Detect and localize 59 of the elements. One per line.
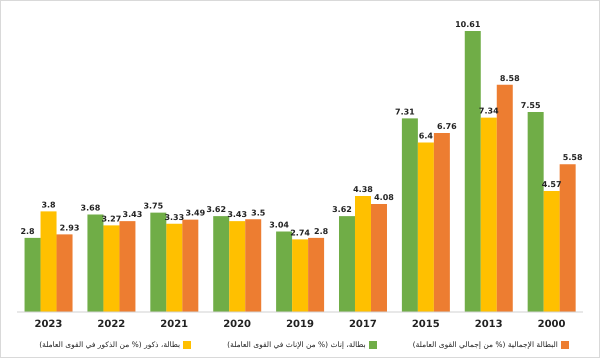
bar — [119, 221, 136, 312]
bar — [24, 238, 41, 312]
bar — [480, 118, 497, 312]
bar — [402, 118, 418, 312]
x-tick-label: 2022 — [97, 319, 126, 330]
bar — [292, 239, 308, 312]
data-label: 2.8 — [314, 226, 329, 236]
x-tick-label: 2021 — [160, 319, 188, 330]
bar — [528, 112, 544, 312]
bar — [40, 211, 57, 312]
data-label: 4.08 — [374, 192, 394, 202]
bar — [338, 216, 355, 312]
data-label: 6.4 — [418, 132, 434, 140]
data-label: 4.38 — [353, 185, 374, 194]
bar — [560, 164, 576, 312]
bar — [213, 216, 230, 312]
bar — [182, 220, 198, 312]
data-label: 5.58 — [562, 153, 583, 162]
data-label: 3.62 — [332, 205, 352, 214]
data-label: 3.04 — [269, 220, 290, 230]
bar — [87, 214, 104, 312]
data-label: 3.68 — [80, 204, 101, 213]
data-label: 3.43 — [122, 210, 142, 220]
x-tick-label: 2013 — [474, 319, 503, 330]
data-label: 3.43 — [227, 210, 248, 220]
bar — [354, 196, 371, 312]
data-label: 8.58 — [500, 74, 520, 83]
bar — [496, 84, 513, 312]
data-label: 3.8 — [41, 200, 56, 210]
data-label: 3.75 — [143, 202, 164, 211]
x-tick-label: 2000 — [538, 319, 566, 330]
bar — [434, 132, 450, 312]
data-label: 10.61 — [455, 20, 481, 29]
bar — [245, 219, 262, 312]
data-label: 2.8 — [20, 226, 36, 236]
bar — [464, 31, 481, 312]
data-label: 7.55 — [520, 101, 541, 110]
bar — [308, 238, 324, 312]
data-label: 7.31 — [395, 107, 416, 116]
data-label: 3.49 — [185, 208, 206, 218]
data-label: 6.76 — [437, 122, 458, 131]
x-tick-label: 2017 — [348, 319, 377, 330]
x-tick-label: 2015 — [412, 319, 440, 330]
bar — [103, 225, 120, 312]
x-tick-label: 2020 — [223, 319, 252, 330]
x-tick-label: 2019 — [286, 319, 314, 330]
data-label: 2.74 — [290, 228, 310, 238]
data-label: 2.93 — [60, 223, 80, 232]
bar — [544, 190, 560, 312]
bar — [150, 212, 166, 312]
bar — [56, 234, 73, 312]
bar — [418, 142, 434, 312]
data-label: 3.5 — [251, 208, 266, 218]
x-tick-label: 2023 — [34, 319, 62, 330]
bar — [276, 231, 292, 312]
bar — [229, 221, 246, 312]
bar — [166, 224, 182, 312]
data-label: 3.62 — [206, 205, 226, 214]
bar — [370, 204, 387, 312]
